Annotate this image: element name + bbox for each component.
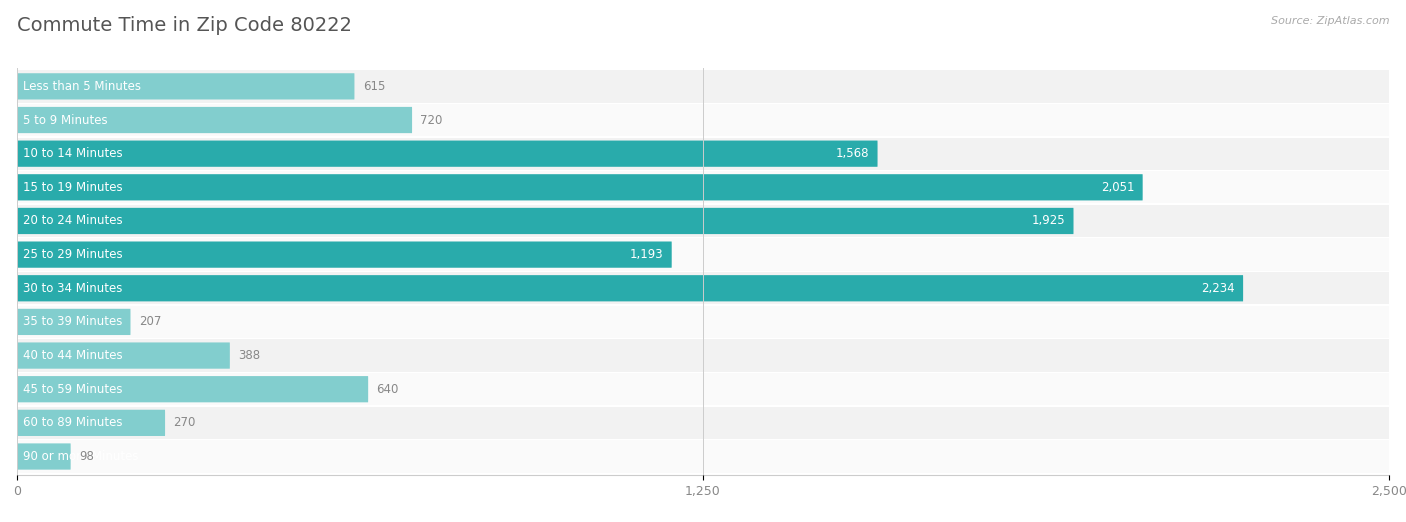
Bar [17,339,1389,372]
Bar [17,171,1389,204]
FancyBboxPatch shape [17,174,1143,200]
Text: 20 to 24 Minutes: 20 to 24 Minutes [24,215,124,228]
Text: 1,568: 1,568 [835,147,869,160]
Text: 5 to 9 Minutes: 5 to 9 Minutes [24,113,108,126]
FancyBboxPatch shape [17,443,70,470]
FancyBboxPatch shape [17,275,1243,301]
FancyBboxPatch shape [17,107,412,133]
Text: 1,925: 1,925 [1032,215,1066,228]
Text: 640: 640 [377,383,399,396]
Bar [17,205,1389,237]
FancyBboxPatch shape [17,208,1074,234]
Text: Less than 5 Minutes: Less than 5 Minutes [24,80,142,93]
Text: 615: 615 [363,80,385,93]
Text: 10 to 14 Minutes: 10 to 14 Minutes [24,147,124,160]
Text: 90 or more Minutes: 90 or more Minutes [24,450,139,463]
Text: 40 to 44 Minutes: 40 to 44 Minutes [24,349,124,362]
Text: 35 to 39 Minutes: 35 to 39 Minutes [24,315,122,328]
Text: 45 to 59 Minutes: 45 to 59 Minutes [24,383,122,396]
Bar [17,272,1389,304]
Text: 30 to 34 Minutes: 30 to 34 Minutes [24,282,122,295]
FancyBboxPatch shape [17,242,672,268]
Bar [17,441,1389,472]
Text: 270: 270 [173,417,195,430]
Text: 60 to 89 Minutes: 60 to 89 Minutes [24,417,122,430]
FancyBboxPatch shape [17,140,877,167]
Bar [17,70,1389,102]
Bar [17,407,1389,439]
Text: 720: 720 [420,113,443,126]
Text: 25 to 29 Minutes: 25 to 29 Minutes [24,248,124,261]
FancyBboxPatch shape [17,73,354,100]
Text: 15 to 19 Minutes: 15 to 19 Minutes [24,181,124,194]
Text: Source: ZipAtlas.com: Source: ZipAtlas.com [1271,16,1389,26]
Bar [17,306,1389,338]
Text: 388: 388 [238,349,260,362]
Text: 207: 207 [139,315,162,328]
Text: 1,193: 1,193 [630,248,664,261]
Text: 2,051: 2,051 [1101,181,1135,194]
Text: 2,234: 2,234 [1201,282,1234,295]
Bar [17,239,1389,271]
FancyBboxPatch shape [17,309,131,335]
Text: Commute Time in Zip Code 80222: Commute Time in Zip Code 80222 [17,16,352,34]
Bar [17,137,1389,170]
Bar [17,373,1389,406]
Text: 98: 98 [79,450,94,463]
FancyBboxPatch shape [17,376,368,402]
Bar [17,104,1389,136]
FancyBboxPatch shape [17,410,165,436]
FancyBboxPatch shape [17,342,229,369]
